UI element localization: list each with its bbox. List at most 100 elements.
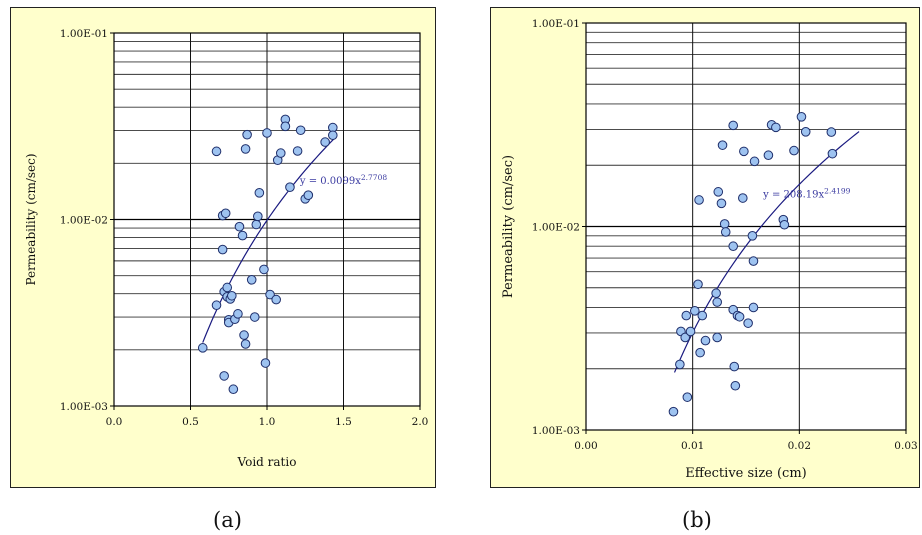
data-point [237,230,248,241]
data-point [711,288,721,299]
data-point [827,148,838,159]
data-point [242,129,252,140]
data-point [285,182,295,193]
data-point [249,312,260,322]
data-point [693,279,703,290]
x-tick-label: 0.01 [681,440,704,452]
data-point [771,122,781,133]
y-tick-label: 1.00E-02 [60,215,108,227]
data-point [739,146,749,157]
data-point [763,150,774,161]
caption-a: (a) [213,508,242,532]
data-point [668,406,679,417]
data-point [720,227,731,237]
data-point [675,359,685,370]
data-point [227,290,237,301]
data-point [728,241,739,252]
data-point [690,306,700,316]
x-tick-label: 0.5 [182,416,199,428]
x-tick-label: 1.5 [335,416,352,428]
y-tick-label: 1.00E-02 [532,222,580,234]
data-point [734,311,745,322]
data-point [320,137,330,147]
data-point [228,384,239,395]
y-tick-label: 1.00E-03 [60,401,108,413]
data-point [700,335,711,346]
data-point [239,330,249,340]
data-point [779,219,790,230]
data-point [712,332,723,343]
data-point [233,309,243,319]
data-point [240,339,251,349]
data-point [220,208,231,219]
data-point [713,187,724,197]
data-point [717,140,728,150]
data-point [262,128,272,138]
trend-line [673,131,860,373]
data-point [211,300,222,311]
data-point [303,190,314,200]
y-axis-label: Permeability (cm/sec) [24,153,38,285]
data-point [260,358,271,368]
x-axis-label: Void ratio [237,455,297,469]
data-point [259,264,269,275]
data-point [197,343,208,353]
x-tick-label: 0.03 [894,440,917,452]
data-point [789,145,799,156]
data-point [729,361,740,372]
data-point [719,219,730,229]
data-point [211,146,222,157]
trend-equation-exponent: 2.4199 [824,186,850,195]
trend-equation: y = 0.0099x2.7708 [299,173,387,188]
chart-a-svg: 1.00E-03 1.00E-02 1.00E-01 0.0 0.5 1.0 1.5 2.0 V… [10,7,436,488]
data-point [280,121,291,132]
data-point [748,302,759,313]
x-tick-label: 0.02 [788,440,811,452]
x-tick-label: 0.0 [106,416,123,428]
x-tick-label: 0.00 [574,440,597,452]
data-point [796,111,807,122]
y-tick-label: 1.00E-01 [532,18,580,30]
data-point [738,193,748,203]
trend-equation-base: y = 208.19x [762,189,824,200]
y-tick-label: 1.00E-03 [532,425,580,437]
data-point [743,318,753,328]
x-tick-label: 1.0 [259,416,276,428]
data-point [253,211,263,222]
data-point [246,274,257,285]
data-point [748,256,759,266]
data-point [697,310,708,321]
caption-b: (b) [682,508,712,532]
data-point [240,144,251,154]
data-point [712,297,723,307]
data-point [747,231,758,241]
data-point [749,156,760,167]
data-point [681,310,692,321]
x-axis-label: Effective size (cm) [685,466,807,481]
trend-equation-base: y = 0.0099x [299,176,361,187]
data-point [716,198,727,209]
chart-b-svg: 1.00E-03 1.00E-02 1.00E-01 0.00 0.01 0.02 0.03… [490,7,920,488]
data-point [694,195,704,205]
data-point [826,127,837,137]
data-point [695,347,705,358]
chart-a: 1.00E-03 1.00E-02 1.00E-01 0.0 0.5 1.0 1.5 2.0 V… [0,0,440,500]
data-point [219,371,229,381]
data-point [728,120,739,131]
data-point [222,282,233,293]
data-point [685,326,696,337]
trend-equation-exponent: 2.7708 [361,173,387,182]
data-point [800,126,811,137]
data-point [254,188,265,198]
data-point [327,130,338,141]
data-point [217,244,228,255]
data-point [295,125,306,136]
trend-equation: y = 208.19x2.4199 [762,186,850,201]
data-point [251,219,262,230]
data-point [234,221,245,232]
data-point [271,294,281,305]
x-tick-label: 2.0 [412,416,429,428]
data-point [292,146,303,156]
data-point [682,392,693,402]
data-point [730,380,741,391]
